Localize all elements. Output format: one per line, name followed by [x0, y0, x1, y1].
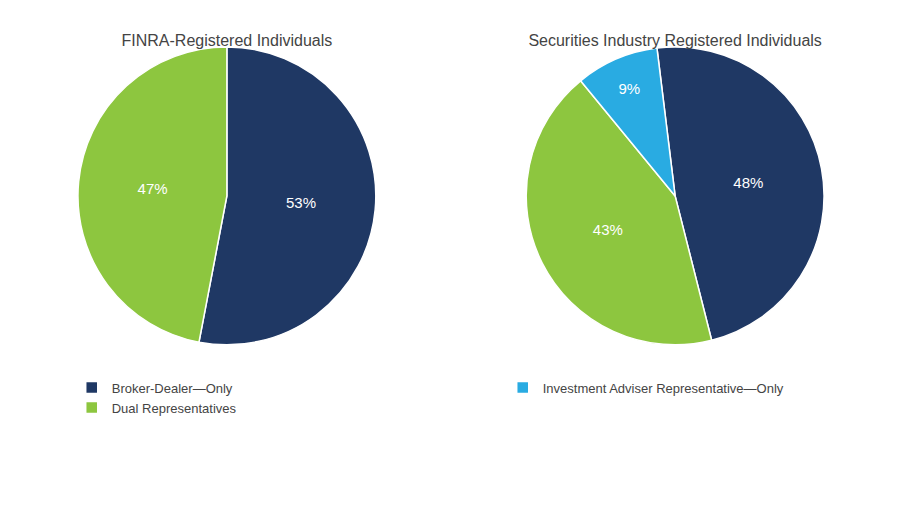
svg-text:Investment Adviser Representat: Investment Adviser Representative—Only — [543, 381, 784, 396]
svg-text:9%: 9% — [618, 80, 640, 97]
svg-text:Securities Industry Registered: Securities Industry Registered Individua… — [528, 32, 821, 49]
svg-text:47%: 47% — [138, 180, 168, 197]
svg-text:Dual Representatives: Dual Representatives — [112, 401, 237, 416]
svg-text:43%: 43% — [593, 221, 623, 238]
svg-text:FINRA-Registered Individuals: FINRA-Registered Individuals — [122, 32, 333, 49]
svg-text:Broker-Dealer—Only: Broker-Dealer—Only — [112, 381, 233, 396]
svg-text:53%: 53% — [286, 194, 316, 211]
svg-text:48%: 48% — [733, 174, 763, 191]
